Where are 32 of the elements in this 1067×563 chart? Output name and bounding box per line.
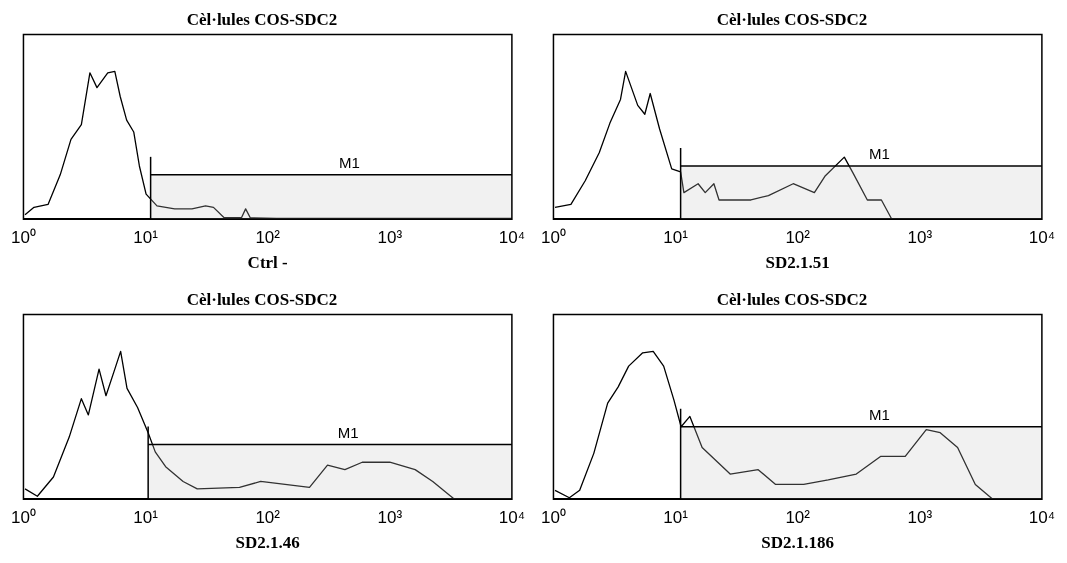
chart-title: Cèl·lules COS-SDC2 — [186, 9, 338, 29]
x-tick-label: 10² — [255, 508, 281, 528]
x-tick-label: 10² — [785, 228, 811, 248]
band-label: M1 — [338, 153, 360, 171]
x-tick-label: 10⁰ — [10, 508, 36, 528]
x-tick-label: 10³ — [907, 508, 933, 528]
x-axis-title: SD2.1.46 — [235, 533, 300, 553]
x-tick-label: 10³ — [377, 228, 403, 248]
band-label: M1 — [868, 405, 890, 423]
x-axis-title: Ctrl - — [247, 253, 289, 273]
x-tick-label: 10⁴ — [498, 508, 525, 528]
x-tick-label: 10¹ — [663, 508, 689, 528]
chart-title: Cèl·lules COS-SDC2 — [716, 9, 868, 29]
x-tick-label: 10⁴ — [498, 228, 525, 248]
x-tick-label: 10⁰ — [540, 228, 566, 248]
x-tick-label: 10² — [785, 508, 811, 528]
x-tick-label: 10⁰ — [10, 228, 36, 248]
x-tick-label: 10⁴ — [1028, 508, 1055, 528]
band-label: M1 — [868, 145, 890, 163]
x-axis-title: SD2.1.186 — [761, 533, 835, 553]
x-tick-label: 10⁰ — [540, 508, 566, 528]
x-axis-title: SD2.1.51 — [765, 253, 830, 273]
band-label: M1 — [337, 423, 359, 441]
x-tick-label: 10² — [255, 228, 281, 248]
x-tick-label: 10³ — [377, 508, 403, 528]
x-tick-label: 10³ — [907, 228, 933, 248]
x-tick-label: 10¹ — [663, 228, 689, 248]
chart-title: Cèl·lules COS-SDC2 — [716, 289, 868, 309]
x-tick-label: 10⁴ — [1028, 228, 1055, 248]
x-tick-label: 10¹ — [133, 228, 159, 248]
chart-title: Cèl·lules COS-SDC2 — [186, 289, 338, 309]
x-tick-label: 10¹ — [133, 508, 159, 528]
